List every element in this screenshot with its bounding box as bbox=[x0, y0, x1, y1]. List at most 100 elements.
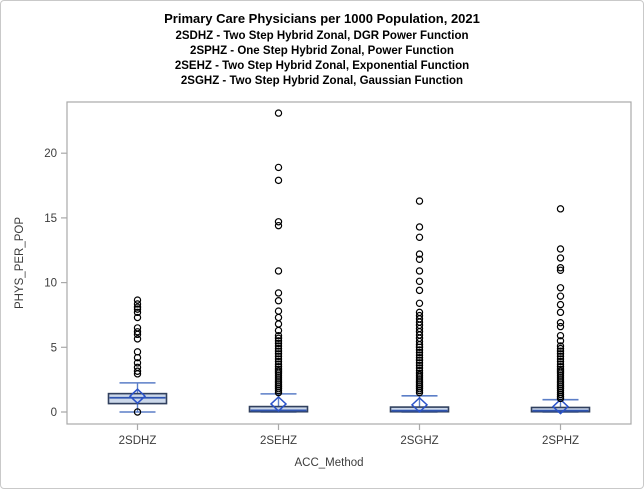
outlier-point-2SPHZ bbox=[556, 292, 565, 300]
outlier-point-2SDHZ bbox=[133, 305, 142, 313]
outlier-point-2SGHZ bbox=[415, 250, 424, 258]
outlier-point-2SGHZ bbox=[415, 346, 424, 354]
mean-diamond-2SPHZ bbox=[551, 398, 570, 415]
outlier-point-2SEHZ bbox=[274, 355, 283, 363]
outlier-point-2SDHZ bbox=[133, 367, 142, 375]
outlier-point-2SGHZ bbox=[415, 351, 424, 359]
mean-diamond-2SDHZ bbox=[128, 388, 147, 405]
outlier-point-2SGHZ bbox=[415, 223, 424, 231]
outlier-point-2SDHZ bbox=[133, 330, 142, 339]
box-2SPHZ bbox=[530, 406, 591, 413]
y-axis-tick-label: 15 bbox=[44, 213, 57, 225]
outlier-point-2SGHZ bbox=[415, 233, 424, 242]
outlier-point-2SEHZ bbox=[274, 313, 283, 322]
mean-diamond-2SGHZ bbox=[410, 396, 429, 413]
outlier-point-2SGHZ bbox=[415, 341, 424, 349]
outlier-point-2SPHZ bbox=[556, 300, 565, 309]
x-axis-tick-label: 2SEHZ bbox=[260, 435, 297, 447]
outlier-point-2SPHZ bbox=[556, 205, 565, 213]
outlier-point-2SEHZ bbox=[274, 218, 283, 226]
outlier-point-2SDHZ bbox=[133, 408, 142, 416]
outlier-point-2SGHZ bbox=[415, 299, 424, 308]
outlier-point-2SEHZ bbox=[274, 297, 283, 305]
outlier-point-2SEHZ bbox=[274, 334, 283, 342]
x-axis-tick-label: 2SPHZ bbox=[542, 435, 579, 447]
outlier-point-2SEHZ bbox=[274, 163, 283, 172]
outlier-point-2SGHZ bbox=[415, 359, 424, 367]
outlier-point-2SPHZ bbox=[556, 337, 565, 345]
outlier-point-2SGHZ bbox=[415, 197, 424, 205]
outlier-point-2SDHZ bbox=[133, 313, 142, 322]
outlier-point-2SEHZ bbox=[274, 289, 283, 297]
outlier-point-2SEHZ bbox=[274, 221, 283, 230]
y-axis-tick-label: 5 bbox=[51, 342, 57, 354]
y-axis-tick-label: 0 bbox=[51, 407, 57, 419]
outlier-point-2SEHZ bbox=[274, 331, 283, 340]
chart-title-block: Primary Care Physicians per 1000 Populat… bbox=[1, 11, 643, 89]
outlier-point-2SGHZ bbox=[415, 255, 424, 264]
x-axis-tick-label: 2SGHZ bbox=[400, 435, 438, 447]
outlier-point-2SPHZ bbox=[556, 319, 565, 327]
chart-subtitle-2: 2SPHZ - One Step Hybrid Zonal, Power Fun… bbox=[190, 45, 454, 57]
outlier-point-2SGHZ bbox=[415, 388, 424, 397]
outlier-point-2SPHZ bbox=[556, 284, 565, 292]
y-axis-tick-label: 10 bbox=[44, 278, 57, 290]
outlier-point-2SGHZ bbox=[415, 364, 424, 372]
chart-subtitle-3: 2SEHZ - Two Step Hybrid Zonal, Exponenti… bbox=[174, 60, 470, 72]
outlier-point-2SDHZ bbox=[133, 335, 142, 343]
outlier-point-2SGHZ bbox=[415, 277, 424, 286]
chart-subtitle-1: 2SDHZ - Two Step Hybrid Zonal, DGR Power… bbox=[175, 30, 469, 42]
chart-title: Primary Care Physicians per 1000 Populat… bbox=[164, 11, 480, 26]
y-axis-title: PHYS_PER_POP bbox=[14, 217, 26, 309]
outlier-point-2SEHZ bbox=[274, 337, 283, 345]
outlier-point-2SGHZ bbox=[415, 361, 424, 370]
outlier-point-2SDHZ bbox=[133, 300, 142, 308]
outlier-point-2SPHZ bbox=[556, 322, 565, 331]
outlier-point-2SDHZ bbox=[133, 359, 142, 367]
outlier-point-2SEHZ bbox=[274, 344, 283, 353]
outlier-point-2SGHZ bbox=[415, 286, 424, 295]
outlier-point-2SDHZ bbox=[133, 296, 142, 304]
outlier-point-2SGHZ bbox=[415, 348, 424, 357]
outlier-point-2SEHZ bbox=[274, 360, 283, 368]
outlier-point-2SEHZ bbox=[274, 307, 283, 315]
outlier-point-2SPHZ bbox=[556, 347, 565, 355]
outlier-point-2SGHZ bbox=[415, 356, 424, 364]
x-axis-title: ACC_Method bbox=[294, 457, 363, 469]
outlier-point-2SPHZ bbox=[556, 264, 565, 272]
outlier-point-2SEHZ bbox=[274, 267, 283, 275]
outlier-point-2SPHZ bbox=[556, 360, 565, 368]
x-axis-tick-label: 2SDHZ bbox=[119, 435, 157, 447]
outlier-point-2SEHZ bbox=[274, 347, 283, 355]
y-axis-tick-label: 20 bbox=[44, 148, 57, 160]
outlier-point-2SPHZ bbox=[556, 308, 565, 317]
outlier-point-2SGHZ bbox=[415, 353, 424, 362]
plot-frame bbox=[66, 101, 632, 425]
outlier-point-2SDHZ bbox=[133, 308, 142, 317]
outlier-point-2SEHZ bbox=[274, 342, 283, 350]
outlier-point-2SPHZ bbox=[556, 350, 565, 358]
outlier-point-2SPHZ bbox=[556, 357, 565, 366]
chart-subtitle-4: 2SGHZ - Two Step Hybrid Zonal, Gaussian … bbox=[180, 75, 464, 87]
outlier-point-2SDHZ bbox=[133, 328, 142, 336]
outlier-point-2SGHZ bbox=[415, 267, 424, 275]
outlier-point-2SPHZ bbox=[556, 245, 565, 253]
outlier-point-2SPHZ bbox=[556, 266, 565, 275]
outlier-point-2SPHZ bbox=[556, 355, 565, 363]
outlier-point-2SEHZ bbox=[274, 352, 283, 361]
outlier-point-2SEHZ bbox=[274, 339, 283, 348]
outlier-point-2SPHZ bbox=[556, 352, 565, 361]
outlier-point-2SEHZ bbox=[274, 320, 283, 328]
mean-diamond-2SEHZ bbox=[269, 395, 288, 413]
outlier-point-2SPHZ bbox=[556, 394, 565, 403]
outlier-point-2SEHZ bbox=[274, 109, 283, 117]
outlier-point-2SPHZ bbox=[556, 331, 565, 340]
outlier-point-2SEHZ bbox=[274, 176, 283, 185]
outlier-point-2SGHZ bbox=[415, 343, 424, 351]
outlier-point-2SPHZ bbox=[556, 254, 565, 262]
outlier-point-2SDHZ bbox=[133, 353, 142, 362]
outlier-point-2SPHZ bbox=[556, 344, 565, 353]
outlier-point-2SEHZ bbox=[274, 357, 283, 366]
outlier-point-2SEHZ bbox=[274, 326, 283, 335]
